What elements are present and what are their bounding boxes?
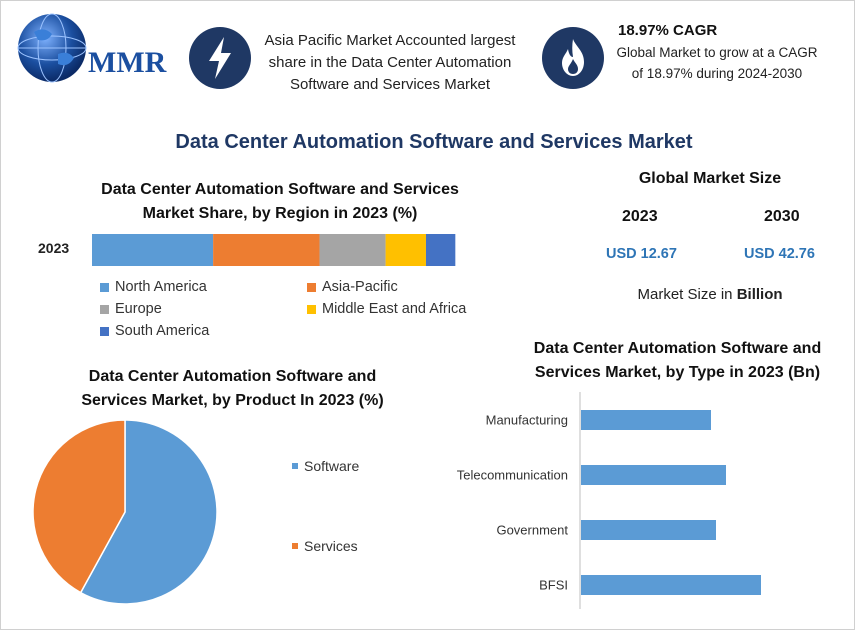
region-legend-asia-pacific: Asia-Pacific — [307, 279, 398, 295]
region-stacked-bar — [92, 234, 456, 266]
global-size-title: Global Market Size — [638, 170, 782, 187]
type-tick-label-manufacturing: Manufacturing — [486, 413, 568, 428]
type-bar-government — [581, 520, 716, 540]
legend-label: South America — [115, 323, 210, 339]
cagr-description: Global Market to grow at a CAGR of 18.97… — [616, 45, 818, 81]
flame-icon — [542, 27, 604, 89]
type-tick-label-telecommunication: Telecommunication — [457, 468, 568, 483]
pie-legend-software: Software — [292, 458, 359, 474]
mmr-logo: MMR — [10, 8, 170, 88]
global-size-value-2023: USD 12.67 — [606, 246, 677, 262]
region-segment-europe — [319, 234, 386, 266]
legend-label: Europe — [115, 301, 162, 317]
legend-swatch — [307, 304, 316, 314]
cagr-title: 18.97% CAGR — [618, 22, 718, 39]
legend-swatch — [100, 326, 109, 336]
region-bar-year-label: 2023 — [38, 240, 70, 256]
product-pie-chart — [32, 419, 218, 605]
global-size-year-2030: 2030 — [764, 208, 800, 225]
region-segment-south-america — [425, 234, 456, 266]
region-chart-title: Data Center Automation Software and Serv… — [101, 181, 459, 222]
market-size-unit-prefix: Market Size in — [637, 286, 737, 303]
global-size-year-2023: 2023 — [622, 208, 658, 225]
region-segment-north-america — [92, 234, 214, 266]
type-bar-chart: Manufacturing Telecommunication Government… — [457, 392, 761, 609]
lightning-icon — [189, 27, 251, 89]
legend-label: Software — [304, 458, 360, 474]
legend-swatch — [307, 282, 316, 292]
type-chart-title: Data Center Automation Software and Serv… — [533, 340, 822, 381]
type-bar-manufacturing — [581, 410, 711, 430]
legend-label: Middle East and Africa — [322, 301, 467, 317]
region-legend-europe: Europe — [100, 301, 162, 317]
product-chart-title: Data Center Automation Software and Serv… — [81, 368, 384, 409]
asia-pacific-callout: Asia Pacific Market Accounted largest sh… — [264, 32, 516, 93]
region-legend-north-america: North America — [100, 279, 207, 295]
legend-label: Asia-Pacific — [322, 279, 398, 295]
legend-label: North America — [115, 279, 207, 295]
logo-text: MMR — [88, 46, 167, 79]
type-tick-label-government: Government — [496, 523, 568, 538]
pie-slice-software — [79, 419, 218, 605]
legend-swatch — [100, 282, 109, 292]
page-title: Data Center Automation Software and Serv… — [175, 131, 693, 153]
pie-slice-services — [32, 419, 126, 594]
legend-label: Services — [304, 538, 358, 554]
market-size-unit: Market Size in Billion — [600, 286, 820, 303]
region-segment-middle-east-and-africa — [385, 234, 426, 266]
type-tick-label-bfsi: BFSI — [539, 578, 568, 593]
legend-swatch — [100, 304, 109, 314]
legend-marker — [292, 543, 298, 549]
region-legend-south-america: South America — [100, 323, 209, 339]
globe-icon — [17, 13, 87, 83]
type-bar-telecommunication — [581, 465, 726, 485]
market-size-unit-bold: Billion — [736, 286, 783, 303]
region-segment-asia-pacific — [213, 234, 320, 266]
global-size-value-2030: USD 42.76 — [744, 246, 815, 262]
region-legend-middle-east-and-africa: Middle East and Africa — [307, 301, 466, 317]
pie-legend-services: Services — [292, 538, 358, 554]
legend-marker — [292, 463, 298, 469]
type-bar-bfsi — [581, 575, 761, 595]
